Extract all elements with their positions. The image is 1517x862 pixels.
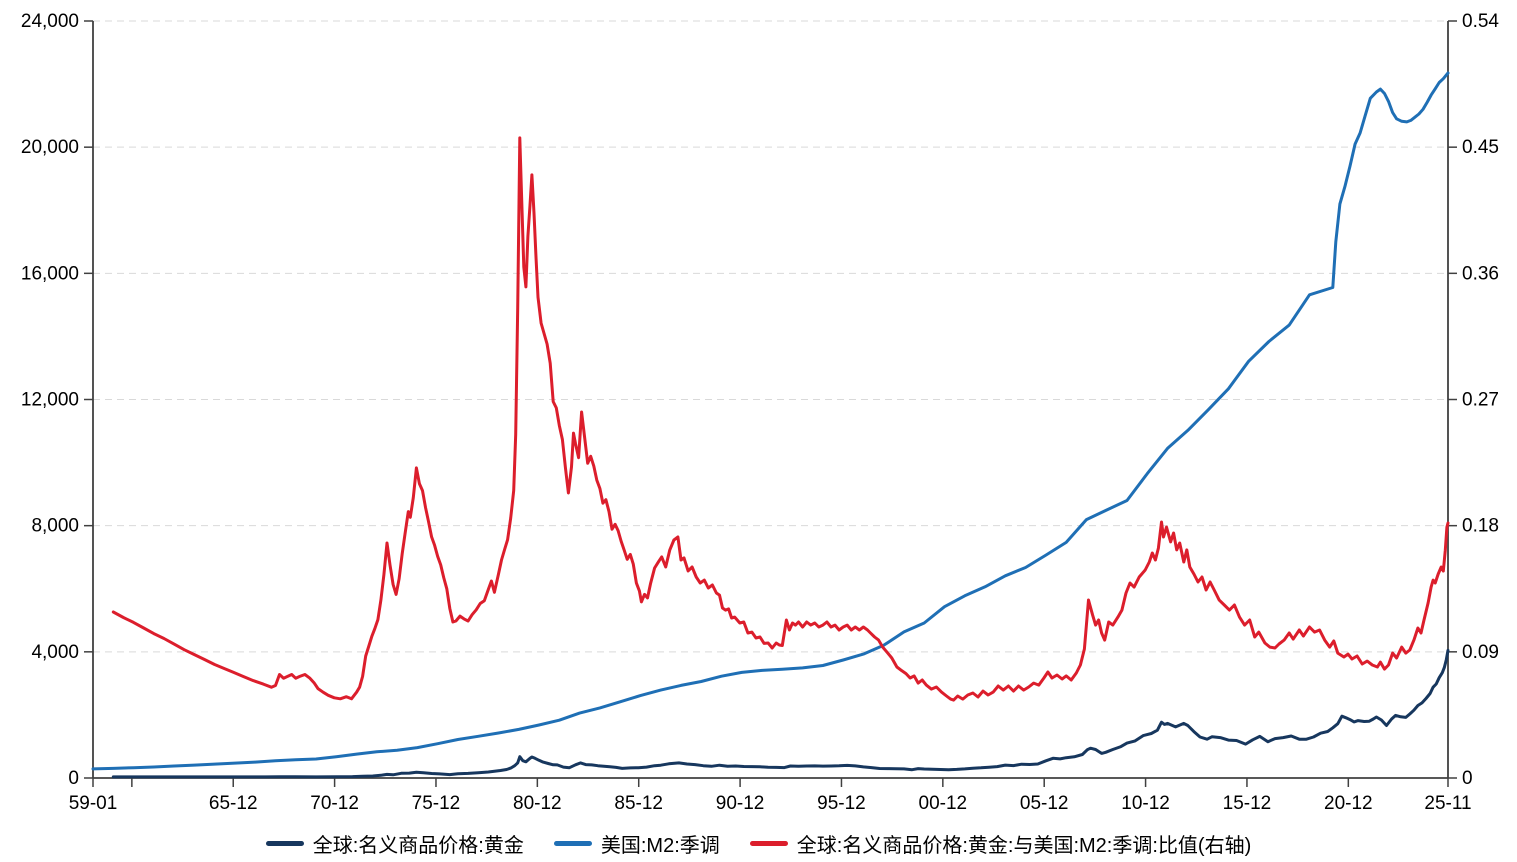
x-axis-tick-label: 00-12: [919, 793, 968, 814]
x-axis-tick-label: 59-01: [69, 793, 118, 814]
legend-swatch-gold-line: [265, 840, 304, 846]
chart-legend: 全球:名义商品价格:黄金 美国:M2:季调 全球:名义商品价格:黄金:与美国:M…: [0, 828, 1517, 858]
legend-swatch-m2-line: [553, 840, 592, 846]
x-axis-tick-label: 95-12: [817, 793, 866, 814]
legend-label-m2: 美国:M2:季调: [600, 834, 720, 857]
left-axis-tick-label: 12,000: [21, 390, 79, 411]
left-axis-tick-label: 4,000: [31, 642, 79, 663]
series-line-2: [111, 136, 1450, 702]
right-axis-tick-label: 0.54: [1462, 11, 1499, 32]
legend-label-ratio: 全球:名义商品价格:黄金:与美国:M2:季调:比值(右轴): [796, 834, 1252, 857]
legend-swatch-ratio-line: [749, 840, 788, 846]
x-axis-tick-label: 10-12: [1121, 793, 1170, 814]
series-line-1: [91, 71, 1450, 771]
left-axis-tick-label: 16,000: [21, 263, 79, 284]
x-axis-tick-label: 25-11: [1424, 793, 1471, 814]
right-axis-tick-label: 0: [1462, 768, 1473, 789]
legend-item-gold: 全球:名义商品价格:黄金: [265, 829, 524, 858]
x-axis-tick-label: 85-12: [614, 793, 663, 814]
left-axis-tick-label: 24,000: [21, 11, 79, 32]
left-axis-tick-label: 20,000: [21, 137, 79, 158]
right-axis-tick-label: 0.18: [1462, 516, 1499, 537]
left-axis-tick-label: 0: [68, 768, 79, 789]
legend-item-ratio: 全球:名义商品价格:黄金:与美国:M2:季调:比值(右轴): [749, 829, 1252, 858]
x-axis-tick-label: 70-12: [310, 793, 359, 814]
right-axis-tick-label: 0.45: [1462, 137, 1499, 158]
left-axis-tick-label: 8,000: [31, 516, 79, 537]
x-axis-tick-label: 75-12: [412, 793, 461, 814]
legend-label-gold: 全球:名义商品价格:黄金: [312, 834, 524, 857]
x-axis-tick-label: 15-12: [1223, 793, 1272, 814]
x-axis-tick-label: 90-12: [716, 793, 765, 814]
x-axis-tick-label: 80-12: [513, 793, 562, 814]
x-axis-tick-label: 20-12: [1324, 793, 1373, 814]
series-line-0: [111, 648, 1450, 779]
right-axis-tick-label: 0.27: [1462, 390, 1499, 411]
x-axis-tick-label: 65-12: [209, 793, 258, 814]
right-axis-tick-label: 0.36: [1462, 263, 1499, 284]
legend-item-m2: 美国:M2:季调: [553, 829, 720, 858]
right-axis-tick-label: 0.09: [1462, 642, 1499, 663]
x-axis-tick-label: 05-12: [1020, 793, 1069, 814]
